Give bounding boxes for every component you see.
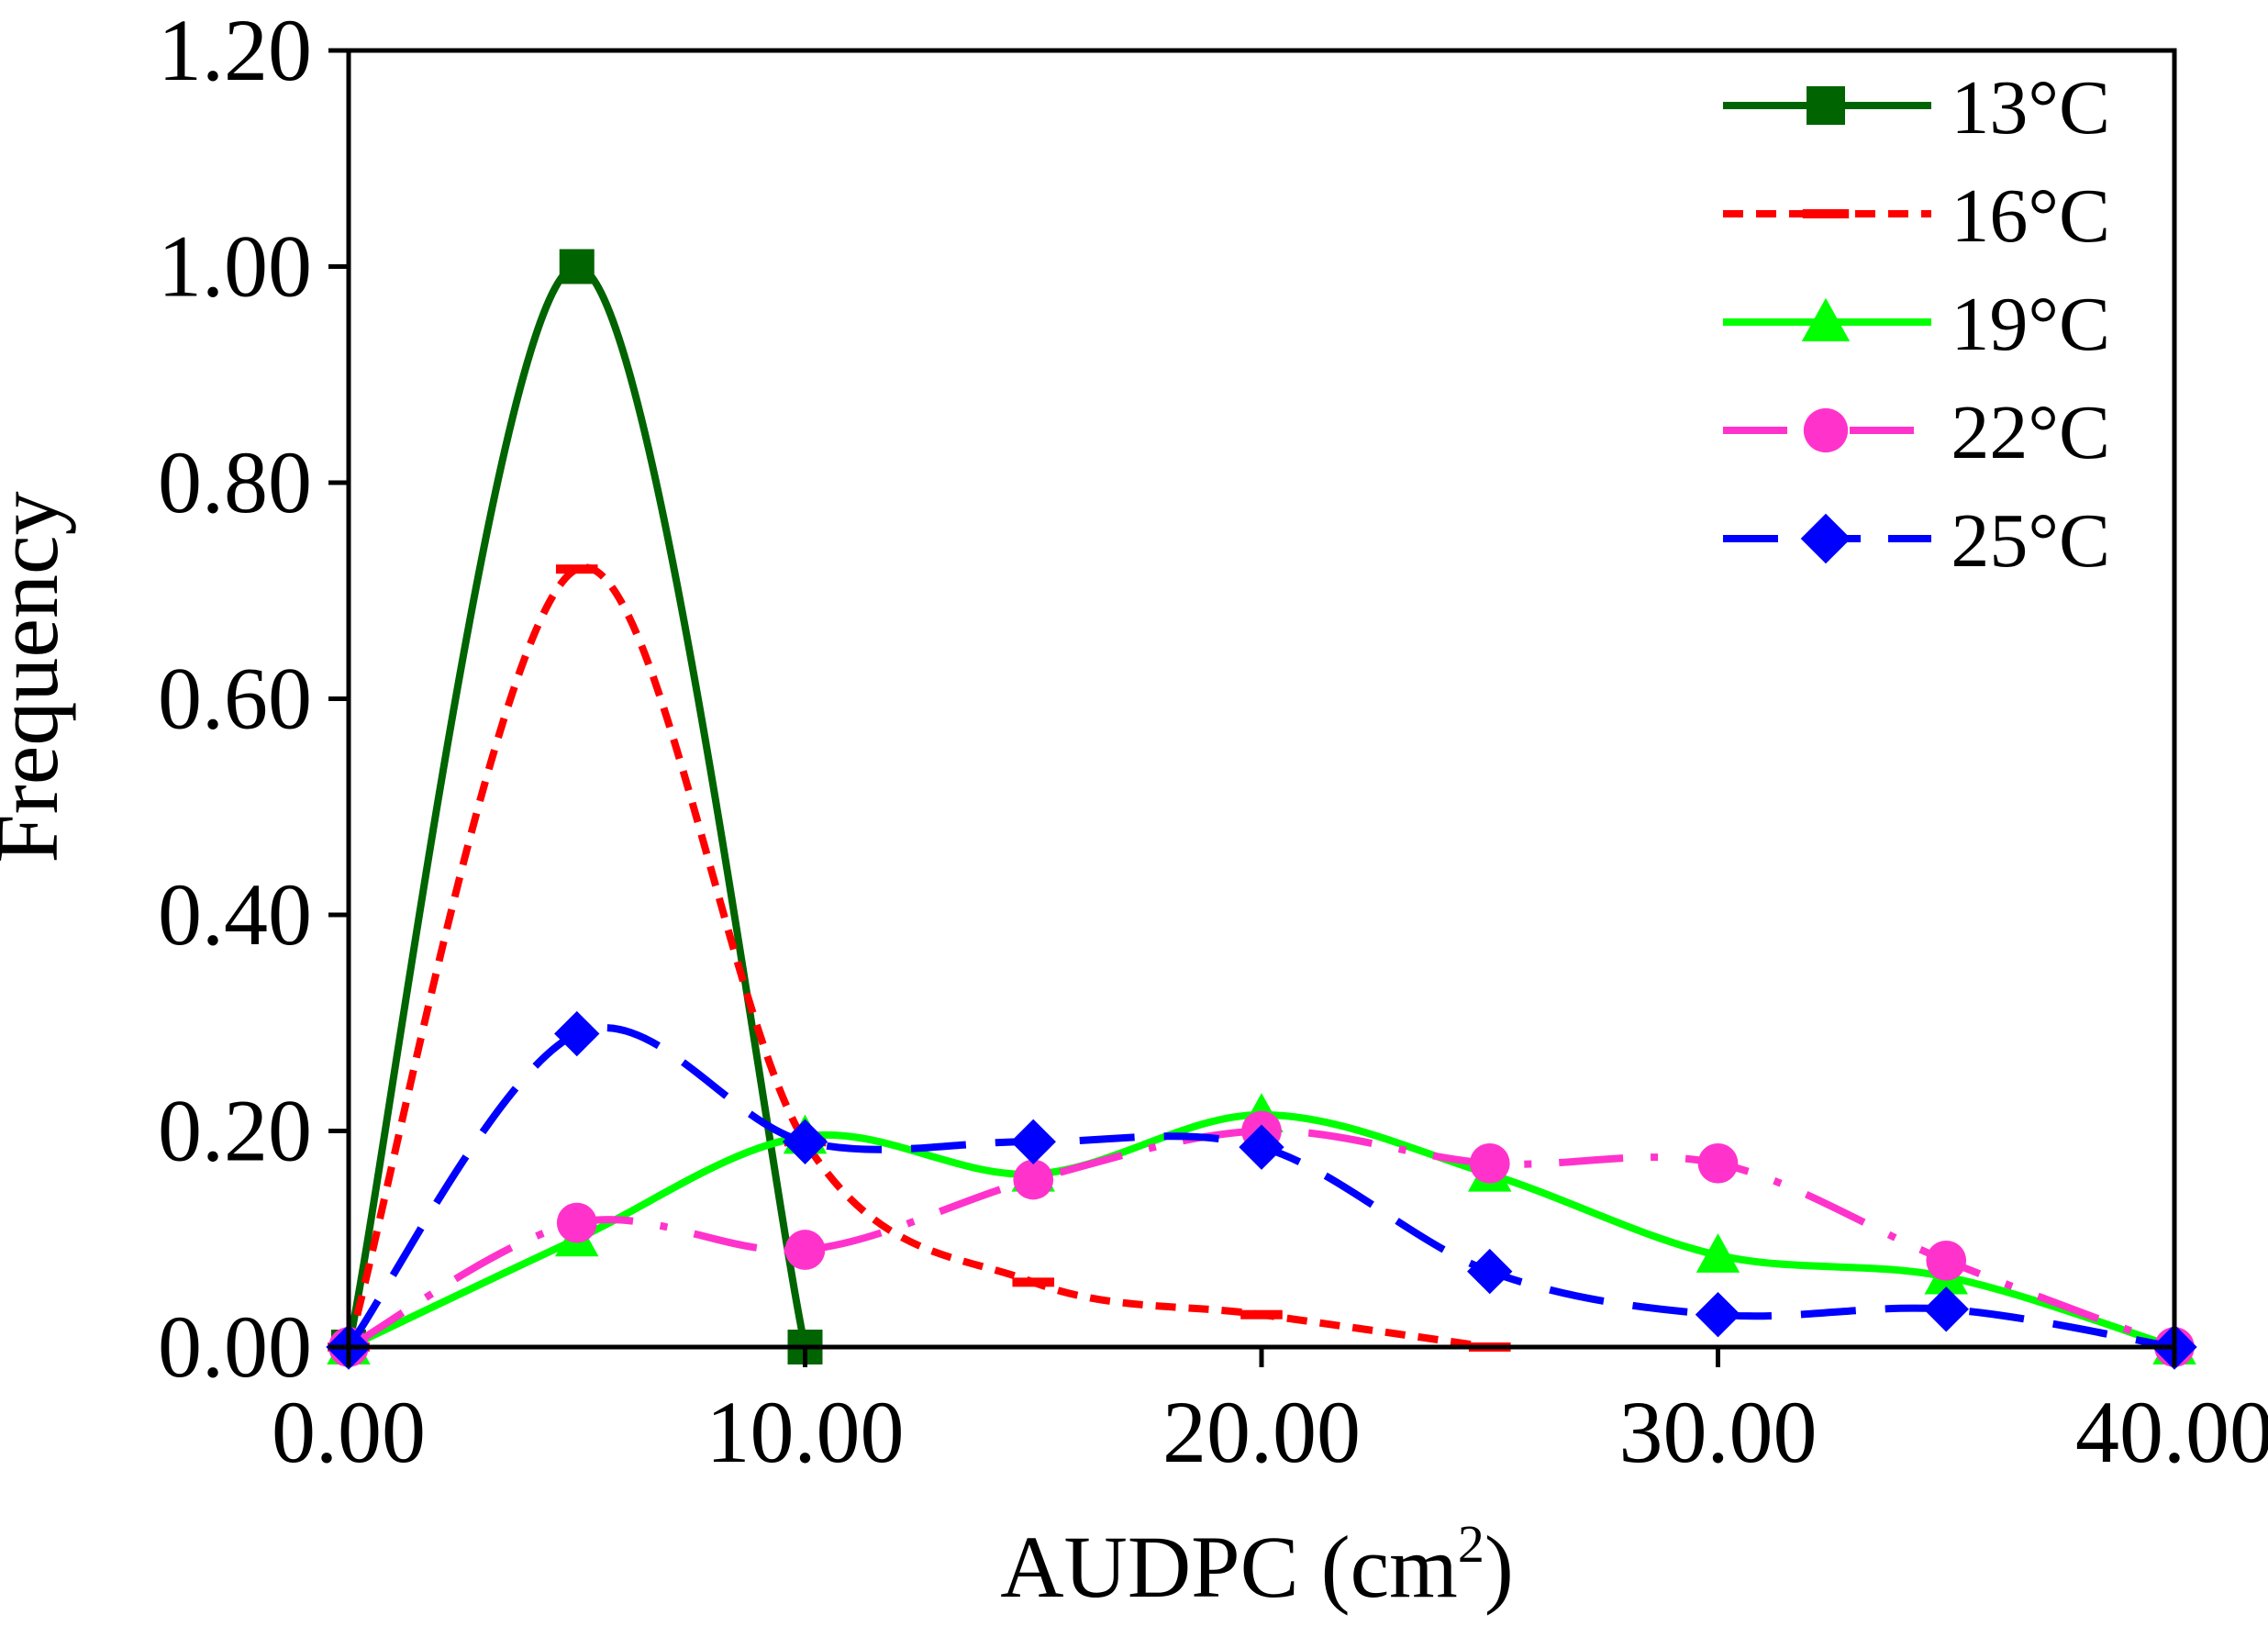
data-point (1923, 1286, 1969, 1332)
x-axis-label-superscript: 2 (1458, 1514, 1484, 1574)
y-axis-label: Frequency (0, 491, 76, 863)
series-line (345, 563, 1491, 1351)
legend-item: 19°C (1723, 282, 2110, 367)
y-tick-label: 0.80 (158, 433, 312, 531)
data-point (1469, 1142, 1510, 1184)
data-point (556, 1202, 597, 1243)
series-1 (328, 563, 1511, 1352)
data-point (1926, 1240, 1967, 1281)
series-0 (331, 249, 823, 1364)
legend-item: 25°C (1723, 498, 2110, 584)
data-point (554, 1010, 600, 1057)
y-tick-label: 1.00 (158, 217, 312, 316)
legend: 13°C 16°C 19°C 22°C 25°C (1723, 65, 2110, 584)
legend-item: 22°C (1723, 390, 2110, 475)
data-point (1012, 1277, 1055, 1287)
axes: 0.00 0.20 0.40 0.60 0.80 1.00 1.20 0.00 10.00 20.… (158, 1, 2268, 1481)
x-tick-label: 0.00 (272, 1383, 426, 1481)
legend-marker (1801, 297, 1851, 341)
data-point (1239, 1124, 1284, 1170)
legend-label: 16°C (1951, 173, 2110, 259)
data-point (782, 1119, 828, 1164)
series-line (345, 1024, 2175, 1351)
legend-label: 25°C (1951, 498, 2110, 584)
y-tick-label: 0.20 (158, 1082, 312, 1180)
data-point (559, 249, 595, 284)
data-point (1695, 1291, 1741, 1338)
data-point (1240, 1309, 1283, 1320)
legend-marker (1807, 86, 1845, 125)
y-tick-label: 1.20 (158, 1, 312, 99)
legend-marker (1800, 513, 1851, 564)
legend-label: 13°C (1951, 65, 2110, 150)
x-tick-label: 10.00 (706, 1383, 905, 1481)
legend-marker (1802, 209, 1850, 218)
legend-item: 13°C (1723, 65, 2110, 150)
y-tick-label: 0.40 (158, 865, 312, 963)
x-axis-label: AUDPC (cm2) (1000, 1514, 1514, 1616)
y-tick-label: 0.00 (158, 1297, 312, 1396)
legend-label: 22°C (1951, 390, 2110, 475)
legend-label: 19°C (1951, 282, 2110, 367)
data-point (784, 1230, 826, 1270)
x-tick-label: 40.00 (2075, 1383, 2268, 1481)
data-point (1695, 1233, 1740, 1273)
data-point (1013, 1159, 1054, 1200)
series-layer (326, 249, 2197, 1370)
data-point (1010, 1119, 1056, 1164)
y-tick-label: 0.60 (158, 650, 312, 748)
data-point (1467, 1248, 1513, 1295)
data-point (555, 564, 598, 574)
legend-marker (1803, 407, 1849, 453)
x-tick-label: 20.00 (1162, 1383, 1361, 1481)
x-axis-label-main: AUDPC (cm (1000, 1518, 1458, 1616)
data-point (1697, 1142, 1739, 1184)
x-axis-label-suffix: ) (1484, 1518, 1514, 1616)
legend-item: 16°C (1723, 173, 2110, 259)
series-line (345, 262, 809, 1348)
x-tick-label: 30.00 (1619, 1383, 1818, 1481)
